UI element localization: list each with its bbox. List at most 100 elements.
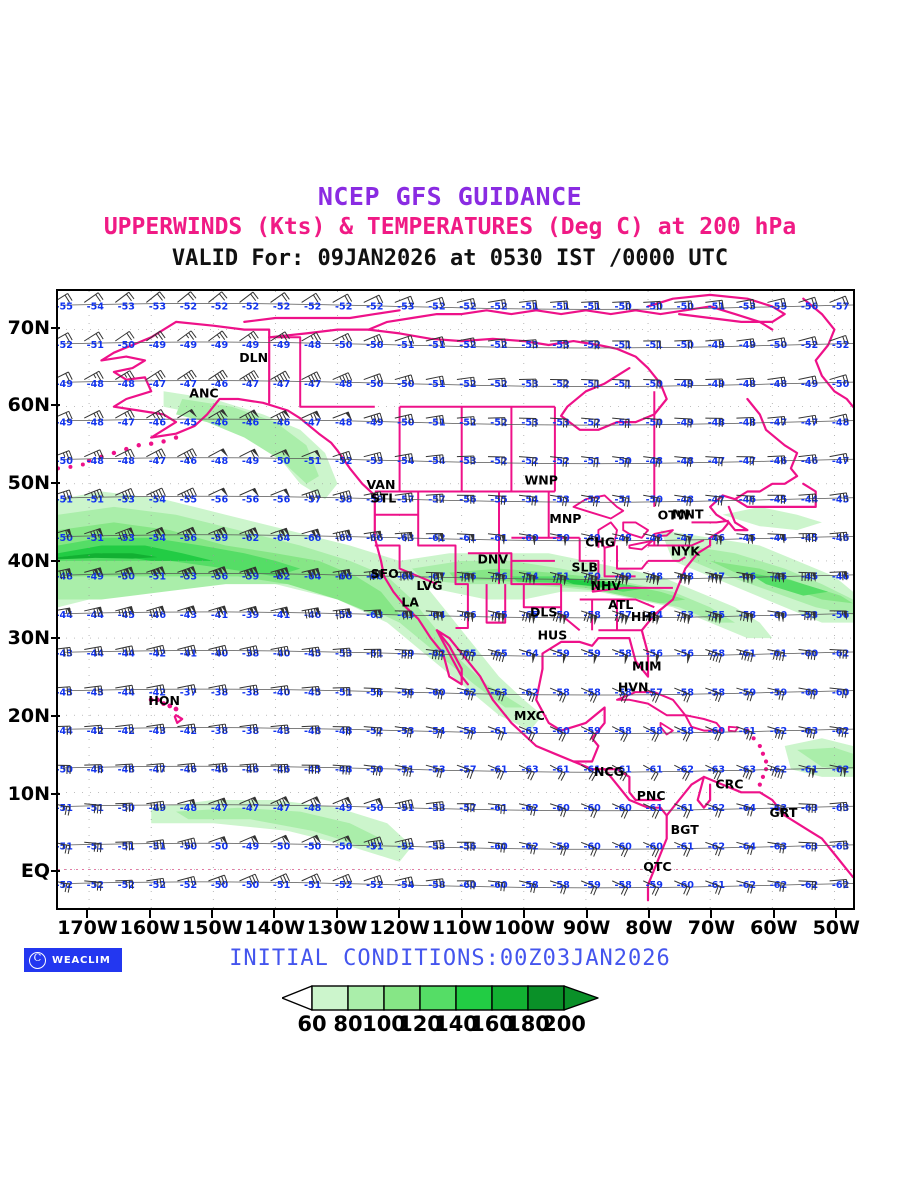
svg-text:-52: -52	[583, 340, 600, 351]
svg-text:-59: -59	[770, 687, 788, 698]
svg-text:-60: -60	[490, 842, 508, 853]
svg-text:-37: -37	[180, 687, 197, 698]
svg-text:-52: -52	[149, 880, 166, 891]
svg-text:-42: -42	[149, 649, 166, 660]
svg-text:-44: -44	[118, 649, 136, 660]
svg-text:-47: -47	[708, 494, 725, 505]
svg-text:-60: -60	[521, 533, 539, 544]
svg-text:-63: -63	[801, 842, 818, 853]
svg-text:-57: -57	[397, 494, 414, 505]
svg-text:-66: -66	[366, 572, 384, 583]
svg-text:-54: -54	[428, 456, 446, 467]
svg-text:-47: -47	[242, 379, 259, 390]
svg-text:-51: -51	[87, 842, 105, 853]
svg-text:-61: -61	[615, 764, 633, 775]
map-plot-area[interactable]: -55 -54 -53 -53 -52 -52 -52 -52 -52 -52 -52 -53 -52 -…	[56, 289, 855, 910]
svg-text:-47: -47	[801, 417, 818, 428]
svg-text:-50: -50	[615, 302, 633, 313]
svg-text:-48: -48	[180, 803, 198, 814]
station-label: HUS	[538, 628, 568, 643]
svg-text:-48: -48	[211, 456, 229, 467]
y-axis-tick	[51, 714, 60, 717]
svg-text:-62: -62	[459, 687, 476, 698]
svg-text:-38: -38	[211, 726, 229, 737]
svg-text:-63: -63	[397, 533, 414, 544]
svg-text:-51: -51	[58, 803, 73, 814]
svg-text:-62: -62	[708, 842, 725, 853]
svg-text:-52: -52	[552, 379, 569, 390]
svg-text:-58: -58	[552, 880, 570, 891]
svg-text:-59: -59	[366, 494, 384, 505]
svg-text:-50: -50	[646, 494, 664, 505]
svg-text:-54: -54	[149, 494, 167, 505]
svg-text:-46: -46	[180, 456, 198, 467]
svg-text:-44: -44	[58, 610, 73, 621]
x-axis-tick	[398, 909, 401, 918]
svg-text:-45: -45	[832, 494, 849, 505]
svg-text:-50: -50	[677, 340, 695, 351]
svg-text:-61: -61	[708, 880, 726, 891]
svg-text:-62: -62	[770, 764, 787, 775]
svg-text:-47: -47	[118, 417, 135, 428]
svg-text:-51: -51	[615, 417, 633, 428]
svg-text:-42: -42	[180, 726, 197, 737]
svg-text:-45: -45	[118, 610, 135, 621]
svg-text:-48: -48	[646, 533, 664, 544]
svg-text:-61: -61	[739, 649, 757, 660]
station-label: ANC	[189, 385, 218, 400]
station-label: NYK	[671, 544, 702, 559]
svg-text:-53: -53	[552, 340, 569, 351]
svg-text:-49: -49	[58, 379, 73, 390]
x-axis-label: 170W	[57, 917, 118, 939]
svg-text:-58: -58	[708, 687, 726, 698]
svg-text:-47: -47	[832, 456, 849, 467]
colorbar-tick-label: 120	[398, 1012, 442, 1036]
svg-text:-45: -45	[304, 649, 321, 660]
svg-text:-49: -49	[211, 340, 229, 351]
svg-text:-53: -53	[552, 417, 569, 428]
svg-text:-56: -56	[180, 533, 198, 544]
svg-text:-63: -63	[832, 842, 849, 853]
colorbar-tick-labels: 60 80 100 120 140 160 180 200	[282, 1012, 662, 1038]
svg-text:-53: -53	[521, 417, 538, 428]
svg-text:-49: -49	[242, 842, 260, 853]
svg-text:-54: -54	[87, 302, 105, 313]
svg-text:-48: -48	[304, 803, 322, 814]
svg-text:-63: -63	[397, 610, 414, 621]
svg-text:-60: -60	[490, 880, 508, 891]
svg-text:-47: -47	[273, 803, 290, 814]
svg-text:-64: -64	[304, 572, 322, 583]
station-label: MNT	[672, 507, 704, 522]
svg-text:-54: -54	[149, 533, 167, 544]
svg-text:-50: -50	[615, 456, 633, 467]
x-axis-tick	[585, 909, 588, 918]
svg-text:-52: -52	[428, 302, 445, 313]
svg-text:-62: -62	[739, 880, 756, 891]
y-axis-label: 40N	[7, 549, 50, 572]
svg-text:-58: -58	[615, 726, 633, 737]
svg-text:-62: -62	[770, 726, 787, 737]
y-axis-tick	[51, 637, 60, 640]
svg-text:-50: -50	[552, 533, 570, 544]
svg-text:-50: -50	[832, 379, 850, 390]
svg-text:-48: -48	[832, 417, 850, 428]
station-label: HON	[148, 693, 180, 708]
svg-text:-51: -51	[521, 302, 539, 313]
station-label: STL	[371, 490, 397, 505]
y-axis-label: 70N	[7, 316, 50, 339]
svg-text:-58: -58	[335, 610, 353, 621]
svg-text:-52: -52	[304, 302, 321, 313]
svg-text:-49: -49	[58, 417, 73, 428]
svg-text:-54: -54	[428, 726, 446, 737]
station-label: ATL	[608, 597, 633, 612]
svg-text:-52: -52	[211, 302, 228, 313]
svg-text:-47: -47	[180, 379, 197, 390]
svg-text:-65: -65	[459, 649, 476, 660]
svg-text:-38: -38	[242, 649, 260, 660]
svg-text:-60: -60	[801, 649, 819, 660]
svg-text:-52: -52	[242, 302, 259, 313]
station-label: DLN	[239, 350, 268, 365]
station-label: SFO	[371, 566, 399, 581]
svg-text:-51: -51	[87, 803, 105, 814]
